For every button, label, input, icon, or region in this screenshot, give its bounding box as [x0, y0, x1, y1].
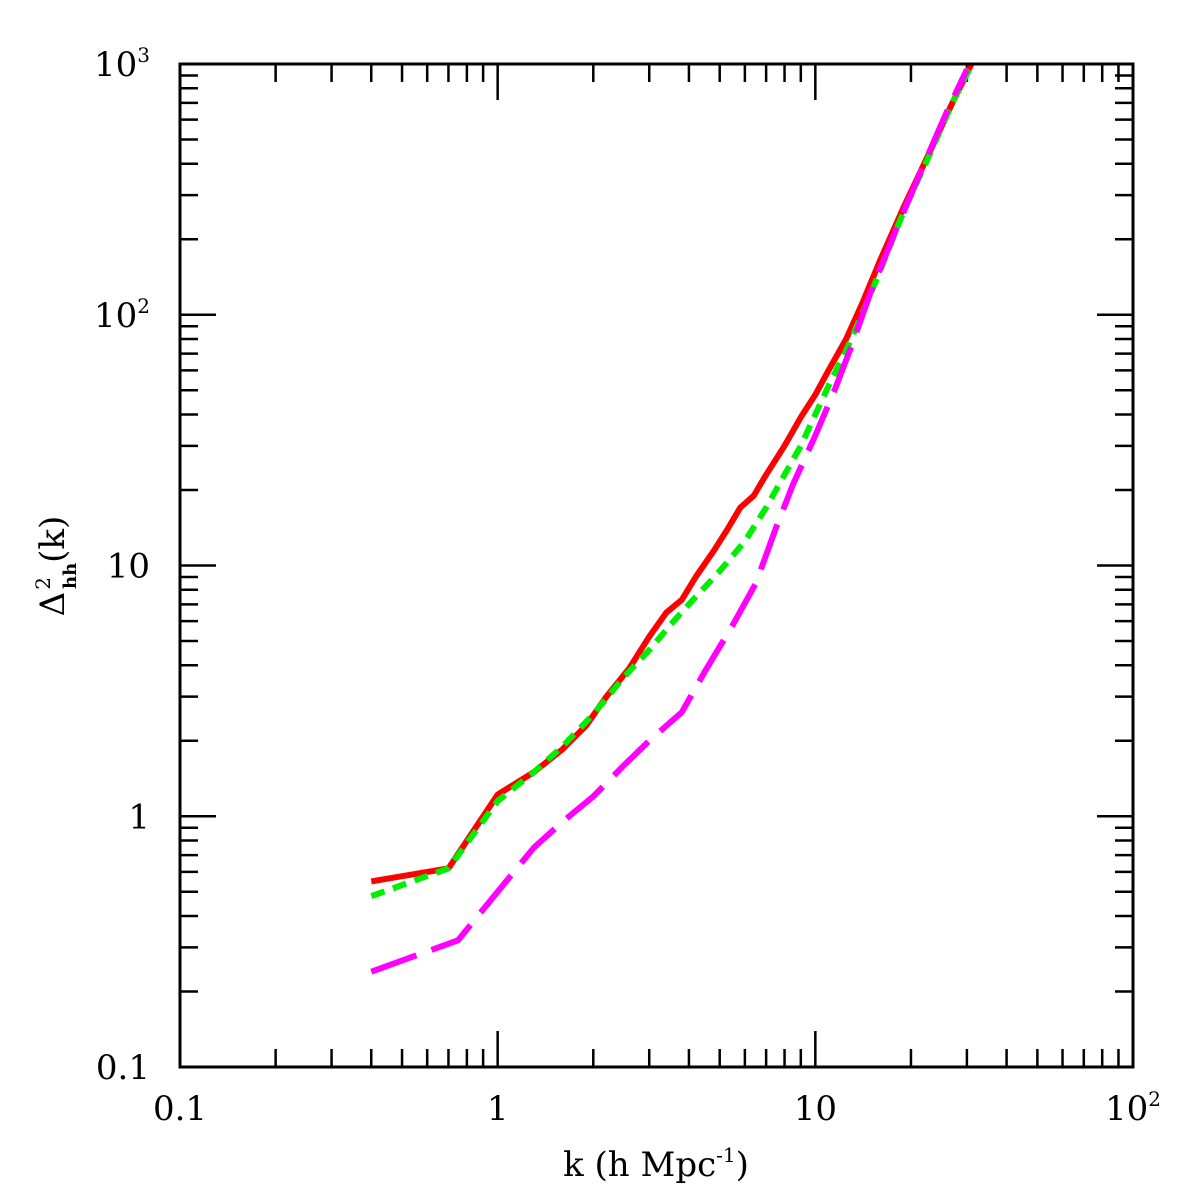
x-tick-base: 0.1 — [153, 1089, 207, 1129]
y-axis-label: Δ2 hh(k) — [31, 516, 81, 617]
x-tick-base: 10 — [1105, 1089, 1148, 1129]
major-ticks — [178, 62, 1135, 1069]
y-tick-label: 102 — [94, 294, 150, 336]
x-tick-label: 102 — [1105, 1087, 1161, 1129]
x-tick-base: 1 — [487, 1089, 509, 1129]
x-axis-label: k (h Mpc-1) — [563, 1143, 749, 1185]
x-tick-label: 1 — [487, 1089, 509, 1129]
y-tick-base: 10 — [107, 547, 150, 587]
y-tick-base: 10 — [94, 296, 137, 336]
y-tick-label: 0.1 — [96, 1048, 150, 1088]
series-layer — [370, 64, 975, 975]
y-tick-label: 10 — [107, 547, 150, 587]
y-tick-sup: 2 — [137, 294, 150, 318]
minor-ticks — [180, 64, 1133, 1067]
y-tick-sup: 3 — [137, 43, 150, 67]
x-tick-label: 10 — [794, 1089, 837, 1129]
y-tick-base: 10 — [94, 45, 137, 85]
x-tick-base: 10 — [794, 1089, 837, 1129]
y-tick-base: 0.1 — [96, 1048, 150, 1088]
y-tick-label: 103 — [94, 43, 150, 85]
x-tick-label: 0.1 — [153, 1089, 207, 1129]
plot-frame — [178, 62, 1135, 1069]
x-tick-sup: 2 — [1148, 1087, 1161, 1111]
series-line-1 — [370, 64, 975, 885]
series-line-2 — [370, 68, 972, 900]
y-tick-base: 1 — [128, 797, 150, 837]
series-line-3 — [370, 68, 970, 975]
x-tick-labels: 0.1 1 10 102 — [153, 1087, 1161, 1129]
y-tick-label: 1 — [128, 797, 150, 837]
